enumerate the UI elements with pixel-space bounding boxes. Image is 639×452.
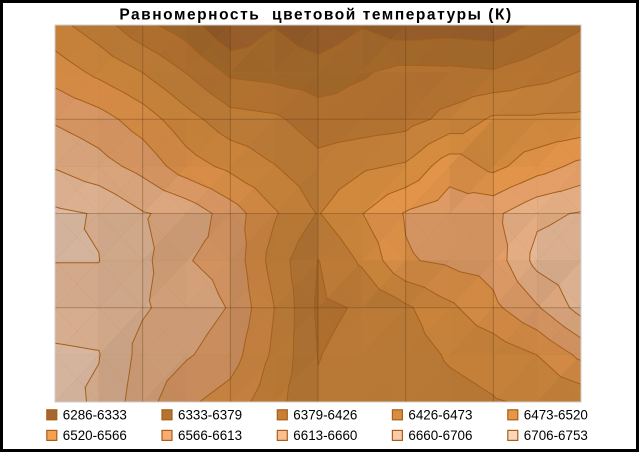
svg-text:6473-6520: 6473-6520 [524, 408, 588, 423]
svg-text:6286-6333: 6286-6333 [63, 408, 127, 423]
svg-text:6706-6753: 6706-6753 [524, 428, 588, 443]
svg-text:6426-6473: 6426-6473 [408, 408, 472, 423]
svg-text:6520-6566: 6520-6566 [63, 428, 127, 443]
svg-text:6613-6660: 6613-6660 [293, 428, 357, 443]
svg-text:Равномерность цветовой темпер: Равномерность цветовой температуры (К) [119, 7, 512, 24]
svg-text:6333-6379: 6333-6379 [178, 408, 242, 423]
svg-text:6566-6613: 6566-6613 [178, 428, 242, 443]
svg-text:6379-6426: 6379-6426 [293, 408, 357, 423]
svg-text:6660-6706: 6660-6706 [408, 428, 472, 443]
